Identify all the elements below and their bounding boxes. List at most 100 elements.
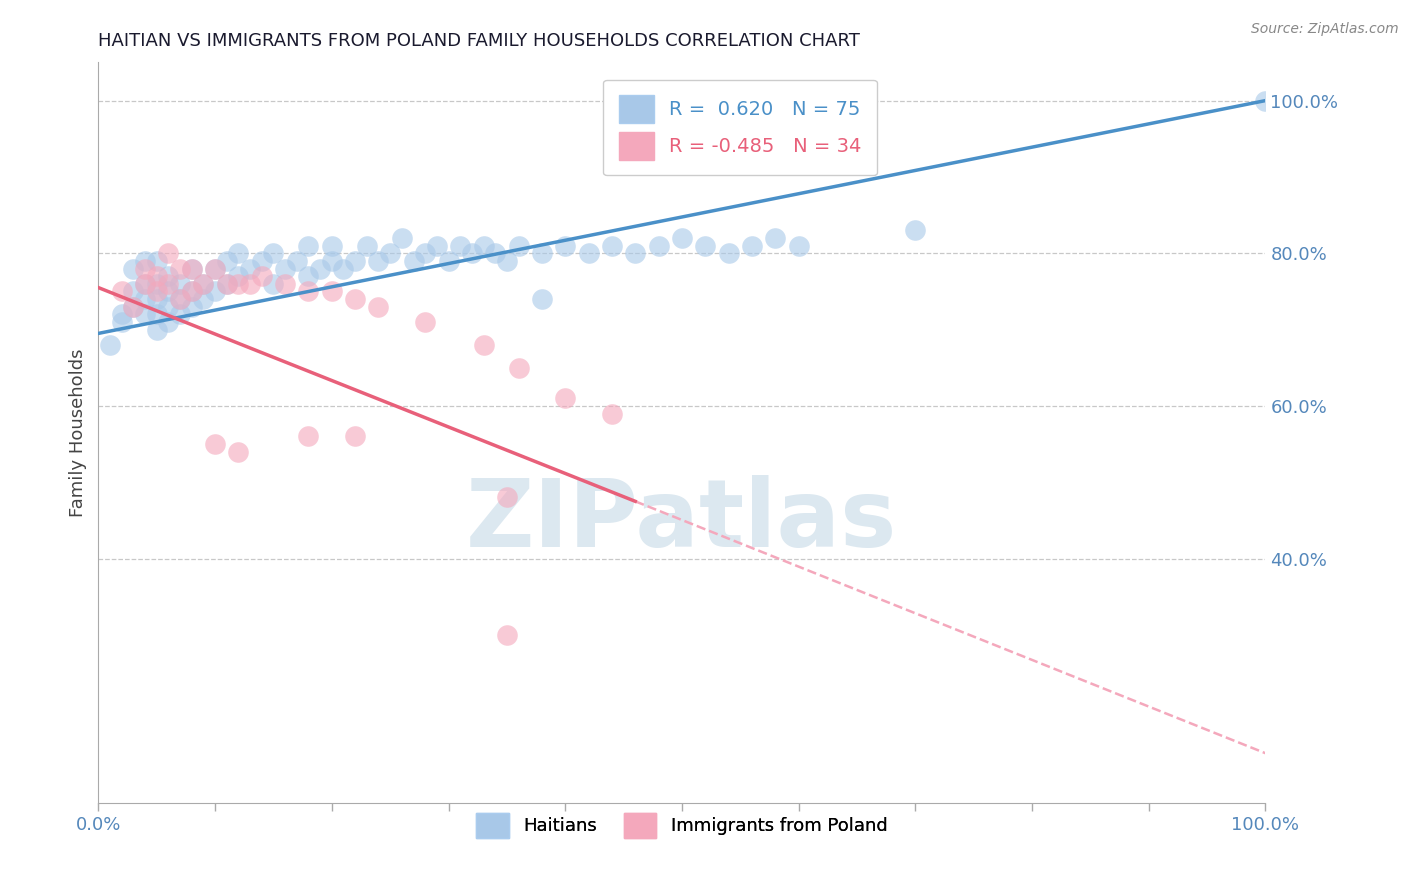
Point — [508, 360, 530, 375]
Point — [228, 444, 250, 458]
Point — [437, 253, 460, 268]
Point — [274, 261, 297, 276]
Point — [578, 246, 600, 260]
Text: Source: ZipAtlas.com: Source: ZipAtlas.com — [1251, 22, 1399, 37]
Point — [146, 292, 169, 306]
Point — [530, 292, 553, 306]
Point — [530, 246, 553, 260]
Point — [274, 277, 297, 291]
Point — [380, 246, 402, 260]
Point — [787, 238, 810, 252]
Point — [344, 429, 367, 443]
Point — [146, 253, 169, 268]
Point — [262, 277, 284, 291]
Point — [157, 246, 180, 260]
Point — [472, 338, 495, 352]
Point — [111, 285, 134, 299]
Point — [146, 277, 169, 291]
Point — [472, 238, 495, 252]
Point — [239, 261, 262, 276]
Point — [157, 285, 180, 299]
Point — [169, 277, 191, 291]
Point — [215, 277, 238, 291]
Point — [309, 261, 332, 276]
Point — [228, 277, 250, 291]
Point — [228, 269, 250, 284]
Point — [169, 261, 191, 276]
Point — [134, 277, 156, 291]
Text: HAITIAN VS IMMIGRANTS FROM POLAND FAMILY HOUSEHOLDS CORRELATION CHART: HAITIAN VS IMMIGRANTS FROM POLAND FAMILY… — [98, 32, 860, 50]
Point — [204, 261, 226, 276]
Point — [484, 246, 506, 260]
Point — [122, 300, 145, 314]
Point — [180, 285, 202, 299]
Point — [111, 315, 134, 329]
Point — [297, 429, 319, 443]
Point — [1254, 94, 1277, 108]
Point — [763, 231, 786, 245]
Point — [262, 246, 284, 260]
Point — [193, 292, 215, 306]
Point — [157, 269, 180, 284]
Point — [180, 300, 202, 314]
Point — [600, 407, 623, 421]
Point — [367, 253, 389, 268]
Point — [367, 300, 389, 314]
Point — [297, 269, 319, 284]
Point — [180, 285, 202, 299]
Point — [508, 238, 530, 252]
Point — [391, 231, 413, 245]
Point — [647, 238, 669, 252]
Point — [122, 261, 145, 276]
Point — [624, 246, 647, 260]
Point — [169, 292, 191, 306]
Point — [146, 307, 169, 321]
Point — [146, 322, 169, 336]
Point — [146, 269, 169, 284]
Y-axis label: Family Households: Family Households — [69, 349, 87, 516]
Point — [250, 269, 273, 284]
Point — [98, 338, 121, 352]
Point — [554, 238, 576, 252]
Point — [111, 307, 134, 321]
Point — [741, 238, 763, 252]
Point — [321, 238, 343, 252]
Point — [344, 292, 367, 306]
Point — [228, 246, 250, 260]
Point — [449, 238, 471, 252]
Point — [215, 277, 238, 291]
Point — [321, 253, 343, 268]
Point — [157, 277, 180, 291]
Point — [461, 246, 484, 260]
Point — [134, 307, 156, 321]
Point — [297, 285, 319, 299]
Point — [402, 253, 425, 268]
Point — [169, 307, 191, 321]
Point — [297, 238, 319, 252]
Point — [496, 491, 519, 505]
Point — [285, 253, 308, 268]
Point — [122, 285, 145, 299]
Point — [413, 315, 436, 329]
Point — [180, 261, 202, 276]
Point — [332, 261, 354, 276]
Point — [496, 628, 519, 642]
Point — [695, 238, 717, 252]
Point — [169, 292, 191, 306]
Text: ZIPatlas: ZIPatlas — [467, 475, 897, 567]
Point — [146, 285, 169, 299]
Point — [193, 277, 215, 291]
Point — [204, 261, 226, 276]
Point — [239, 277, 262, 291]
Point — [134, 277, 156, 291]
Point — [134, 261, 156, 276]
Point — [250, 253, 273, 268]
Point — [204, 437, 226, 451]
Point — [600, 238, 623, 252]
Point — [356, 238, 378, 252]
Point — [426, 238, 449, 252]
Point — [157, 315, 180, 329]
Point — [413, 246, 436, 260]
Point — [134, 253, 156, 268]
Point — [157, 300, 180, 314]
